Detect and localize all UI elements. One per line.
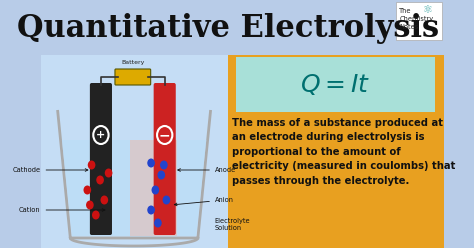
Bar: [228, 55, 444, 248]
Text: −: −: [159, 128, 171, 142]
Circle shape: [88, 160, 95, 169]
Circle shape: [147, 158, 155, 167]
FancyBboxPatch shape: [90, 83, 112, 235]
Text: The
Chemistry
Notes: The Chemistry Notes: [400, 8, 434, 30]
Circle shape: [163, 195, 170, 205]
Bar: [41, 0, 444, 55]
Bar: [41, 55, 228, 248]
Circle shape: [100, 195, 108, 205]
Text: ⚛: ⚛: [422, 5, 432, 15]
FancyBboxPatch shape: [154, 83, 176, 235]
Text: +: +: [96, 130, 106, 140]
Circle shape: [86, 200, 94, 210]
Circle shape: [152, 186, 159, 194]
Circle shape: [92, 211, 100, 219]
Text: Battery: Battery: [121, 60, 145, 65]
Text: Cation: Cation: [19, 207, 105, 213]
Circle shape: [160, 160, 168, 169]
Bar: [130, 140, 177, 236]
Circle shape: [105, 168, 112, 178]
Circle shape: [83, 186, 91, 194]
Circle shape: [157, 171, 165, 180]
FancyBboxPatch shape: [115, 69, 151, 85]
Text: The mass of a substance produced at
an electrode during electrolysis is
proporti: The mass of a substance produced at an e…: [232, 118, 455, 186]
Circle shape: [147, 206, 155, 215]
Text: $Q = It$: $Q = It$: [301, 72, 371, 97]
Bar: [396, 2, 442, 40]
Text: Cathode: Cathode: [12, 167, 88, 173]
Text: Anode: Anode: [178, 167, 236, 173]
Bar: [236, 57, 435, 112]
Circle shape: [154, 218, 162, 227]
Circle shape: [96, 176, 104, 185]
Text: Anion: Anion: [174, 197, 234, 206]
Polygon shape: [62, 140, 206, 236]
Text: Quantitative Electrolysis: Quantitative Electrolysis: [17, 12, 439, 43]
Text: Electrolyte
Solution: Electrolyte Solution: [215, 218, 250, 231]
